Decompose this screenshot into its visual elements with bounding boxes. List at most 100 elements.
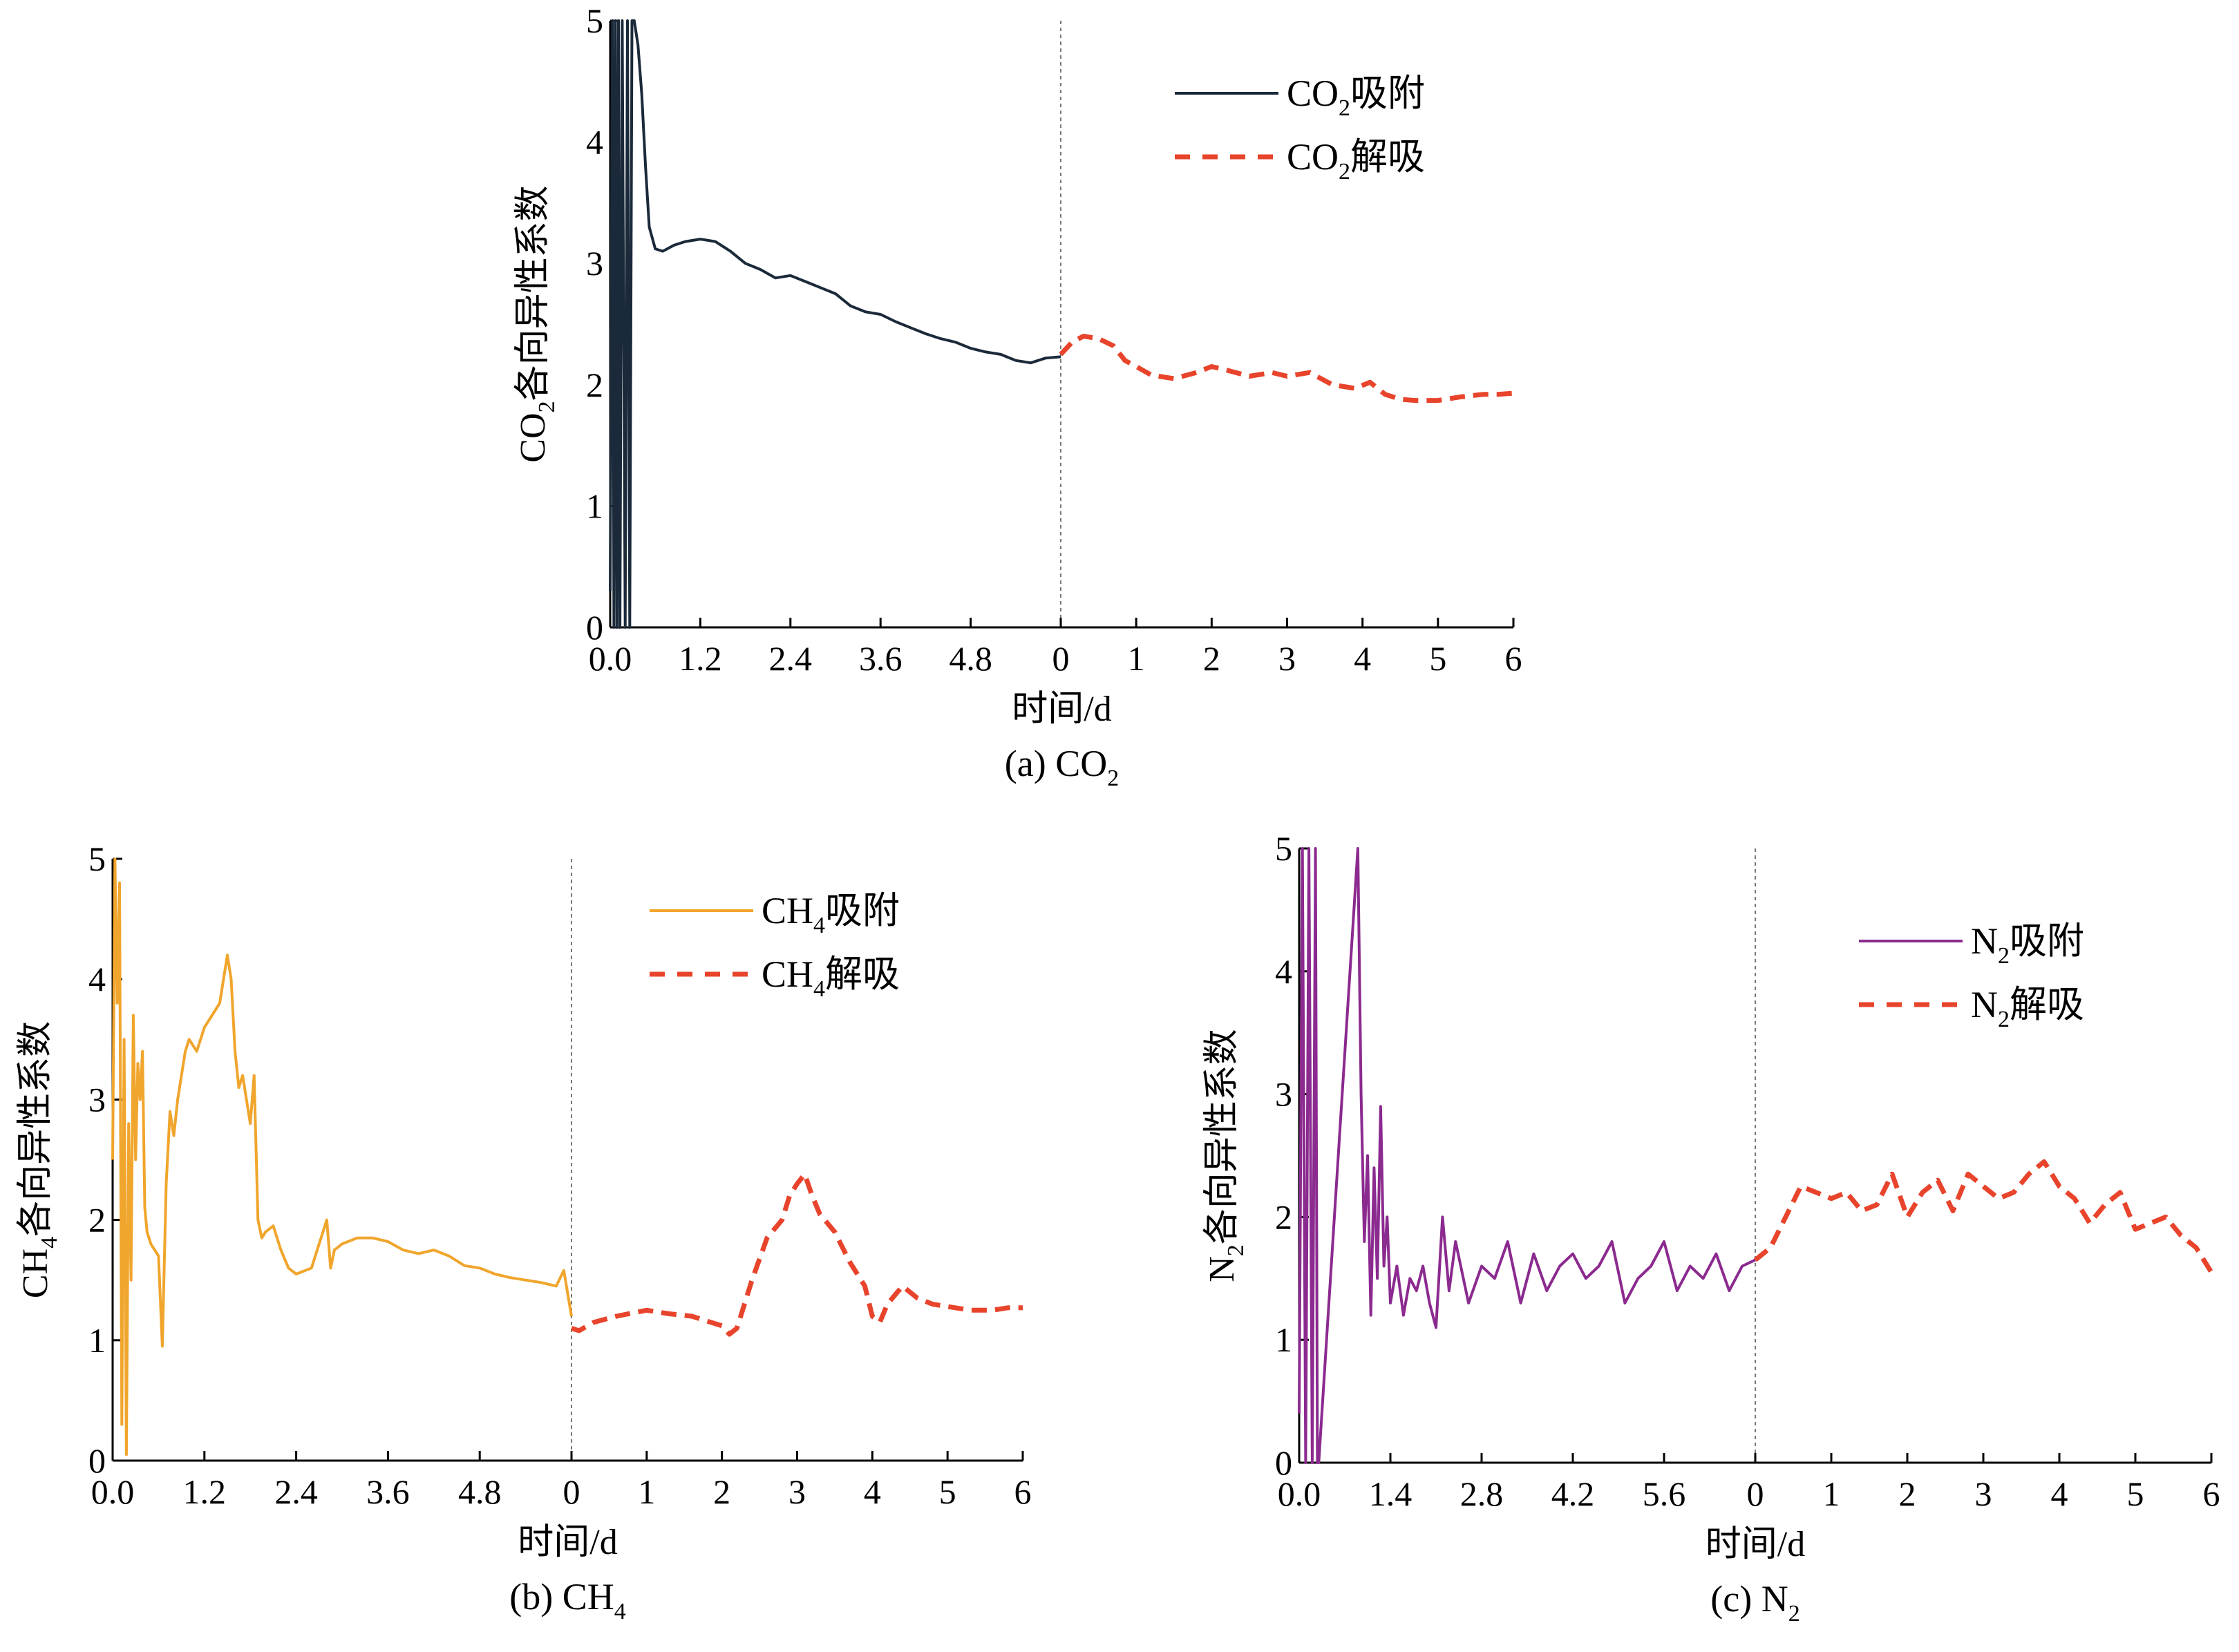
x-tick-label: 6 xyxy=(1014,1472,1032,1511)
y-tick-label: 4 xyxy=(1275,952,1292,991)
x-tick-label: 4.8 xyxy=(949,639,992,678)
y-axis-label-part: 各向异性系数 xyxy=(16,1021,55,1237)
y-tick-label: 3 xyxy=(586,244,603,283)
x-tick-label: 4 xyxy=(864,1472,881,1511)
legend-label: CO2吸附 xyxy=(1287,73,1425,121)
x-tick-label: 0 xyxy=(563,1472,580,1511)
legend-label: CO2解吸 xyxy=(1287,136,1425,184)
y-axis-label-part: CH xyxy=(16,1249,55,1298)
x-axis-label: 时间/d xyxy=(518,1523,617,1562)
legend-label-part: 解吸 xyxy=(825,953,900,995)
panel-caption-sub: 4 xyxy=(614,1599,626,1624)
panel-caption: (c) N2 xyxy=(1710,1578,1799,1626)
y-tick-label: 3 xyxy=(88,1080,106,1119)
series-line-desorption xyxy=(570,1171,1023,1337)
legend-label: CH4吸附 xyxy=(762,890,900,938)
x-tick-label: 2 xyxy=(713,1472,730,1511)
series-line-adsorption xyxy=(1298,847,1756,1464)
panel-caption: (b) CH4 xyxy=(509,1576,625,1624)
x-tick-label: 0.0 xyxy=(1278,1474,1321,1513)
x-tick-label: 2.4 xyxy=(769,639,813,678)
x-tick-label: 0 xyxy=(1747,1474,1764,1513)
x-tick-label: 2 xyxy=(1203,639,1220,678)
y-tick-label: 5 xyxy=(88,839,106,878)
y-axis-label-part: 各向异性系数 xyxy=(1202,1029,1242,1244)
y-tick-label: 2 xyxy=(1275,1197,1292,1236)
x-tick-label: 1 xyxy=(638,1472,655,1511)
y-tick-label: 5 xyxy=(586,1,603,40)
x-tick-label: 1.2 xyxy=(183,1472,227,1511)
x-tick-label: 5 xyxy=(939,1472,956,1511)
x-axis-label: 时间/d xyxy=(1012,690,1111,729)
y-tick-label: 4 xyxy=(586,123,603,162)
y-tick-label: 0 xyxy=(1275,1443,1292,1482)
legend-label: N2吸附 xyxy=(1971,920,2084,969)
y-tick-label: 0 xyxy=(88,1441,106,1480)
y-axis-label-part: CO xyxy=(513,412,553,462)
x-tick-label: 0 xyxy=(1052,639,1070,678)
legend-label-part: 解吸 xyxy=(2010,984,2084,1025)
legend-label-part: 吸附 xyxy=(2010,920,2084,962)
y-tick-label: 1 xyxy=(1275,1320,1292,1359)
legend-label-sub: 2 xyxy=(1339,95,1350,121)
x-tick-label: 3.6 xyxy=(859,639,903,678)
x-tick-label: 6 xyxy=(2203,1474,2220,1513)
panel-caption-part: (c) N xyxy=(1710,1578,1788,1620)
series-line-adsorption xyxy=(609,19,1061,629)
y-tick-label: 2 xyxy=(586,365,603,404)
legend-label-part: CO xyxy=(1287,73,1339,114)
y-axis-label-part: N xyxy=(1202,1256,1242,1282)
y-tick-label: 5 xyxy=(1275,829,1292,868)
legend-label-sub: 4 xyxy=(813,913,825,938)
panel-caption-part: (a) CO xyxy=(1005,743,1107,784)
panel-caption-sub: 2 xyxy=(1107,766,1119,791)
x-tick-label: 4 xyxy=(1354,639,1371,678)
x-tick-label: 1 xyxy=(1128,639,1145,678)
y-axis-label: CO2各向异性系数 xyxy=(513,185,560,462)
panel-caption-sub: 2 xyxy=(1788,1601,1800,1626)
series-line-adsorption xyxy=(111,857,573,1456)
y-tick-label: 4 xyxy=(88,960,106,998)
legend-label-part: N xyxy=(1971,920,1998,962)
x-tick-label: 1 xyxy=(1823,1474,1840,1513)
legend-label-part: 吸附 xyxy=(1350,73,1425,114)
y-tick-label: 1 xyxy=(88,1321,106,1360)
x-tick-label: 1.2 xyxy=(679,639,722,678)
legend-label-sub: 4 xyxy=(813,976,825,1002)
legend-label-part: CO xyxy=(1287,136,1339,178)
x-tick-label: 3 xyxy=(1975,1474,1992,1513)
legend-label-part: 解吸 xyxy=(1350,136,1425,178)
x-tick-label: 2 xyxy=(1899,1474,1916,1513)
legend-label-sub: 2 xyxy=(1998,1007,2010,1032)
x-tick-label: 0.0 xyxy=(589,639,632,678)
y-tick-label: 3 xyxy=(1275,1075,1292,1114)
y-axis-label-part: 各向异性系数 xyxy=(513,185,553,401)
x-tick-label: 0.0 xyxy=(91,1472,135,1511)
legend-label-part: CH xyxy=(762,890,813,931)
x-tick-label: 4.2 xyxy=(1551,1474,1595,1513)
x-tick-label: 3 xyxy=(1278,639,1296,678)
x-tick-label: 4.8 xyxy=(458,1472,502,1511)
x-tick-label: 1.4 xyxy=(1369,1474,1413,1513)
y-axis-label-sub: 4 xyxy=(37,1237,62,1249)
x-tick-label: 3.6 xyxy=(366,1472,410,1511)
x-axis-label: 时间/d xyxy=(1706,1525,1805,1564)
y-axis-label-sub: 2 xyxy=(534,401,560,412)
y-tick-label: 2 xyxy=(88,1201,106,1240)
legend-label-part: N xyxy=(1971,984,1998,1025)
series-line-desorption xyxy=(1753,1159,2213,1274)
x-tick-label: 3 xyxy=(788,1472,806,1511)
y-axis-label: CH4各向异性系数 xyxy=(16,1021,62,1298)
panel-caption-part: (b) CH xyxy=(509,1576,614,1617)
x-tick-label: 2.4 xyxy=(274,1472,318,1511)
y-tick-label: 1 xyxy=(586,486,603,525)
legend-label-sub: 2 xyxy=(1998,943,2010,969)
y-axis-label: N2各向异性系数 xyxy=(1202,1029,1249,1282)
x-tick-label: 5 xyxy=(1429,639,1446,678)
x-tick-label: 5.6 xyxy=(1643,1474,1686,1513)
x-tick-label: 4 xyxy=(2051,1474,2068,1513)
